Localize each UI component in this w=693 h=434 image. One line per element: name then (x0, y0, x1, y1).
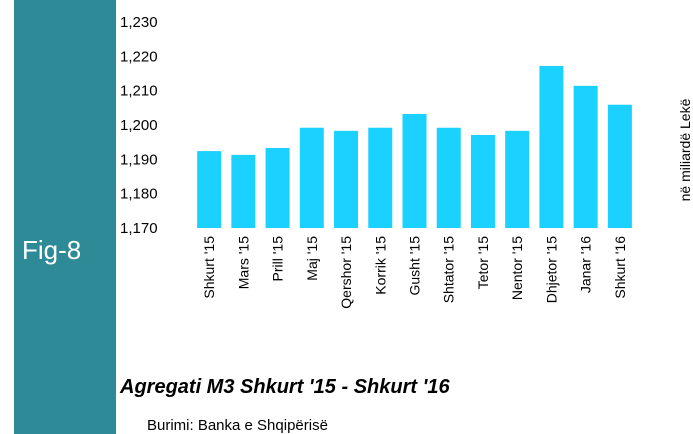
bar (265, 148, 290, 228)
y-tick-label: 1,200 (120, 117, 158, 134)
x-tick-label: Prill '15 (270, 236, 286, 282)
bar (436, 127, 461, 228)
bar (368, 127, 393, 228)
bar (402, 114, 427, 228)
x-tick-label: Shtator '15 (441, 236, 457, 303)
y-tick-label: 1,220 (120, 48, 158, 65)
x-tick-label: Nentor '15 (509, 236, 525, 300)
x-tick-label: Mars '15 (235, 236, 251, 289)
x-tick-label: Maj '15 (304, 236, 320, 281)
bar (197, 151, 222, 228)
y-tick-label: 1,180 (120, 186, 158, 203)
x-tick-label: Dhjetor '15 (543, 236, 559, 303)
y-tick-label: 1,230 (120, 14, 158, 31)
chart-title: Agregati M3 Shkurt '15 - Shkurt '16 (119, 376, 450, 398)
y-tick-label: 1,190 (120, 151, 158, 168)
x-tick-label: Korrik '15 (372, 236, 388, 295)
bar (573, 85, 598, 228)
bar (470, 134, 495, 228)
y-tick-label: 1,210 (120, 83, 158, 100)
x-tick-label: Gusht '15 (407, 236, 423, 296)
bar (334, 130, 359, 228)
bar (299, 127, 324, 228)
x-tick-label: Qershor '15 (338, 236, 354, 309)
bar (505, 130, 530, 228)
x-tick-label: Shkurt '15 (201, 236, 217, 299)
x-tick-label: Janar '16 (578, 236, 594, 293)
x-tick-label: Shkurt '16 (612, 236, 628, 299)
source: Burimi: Banka e Shqipërisë (147, 417, 328, 434)
fig-label: Fig-8 (22, 235, 81, 265)
bar (607, 104, 632, 228)
sidebar (14, 0, 116, 434)
y-tick-label: 1,170 (120, 220, 158, 237)
bar (539, 65, 564, 229)
y-axis-label: në miliardë Lekë (677, 98, 693, 201)
x-tick-label: Tetor '15 (475, 236, 491, 289)
bar (231, 154, 256, 228)
